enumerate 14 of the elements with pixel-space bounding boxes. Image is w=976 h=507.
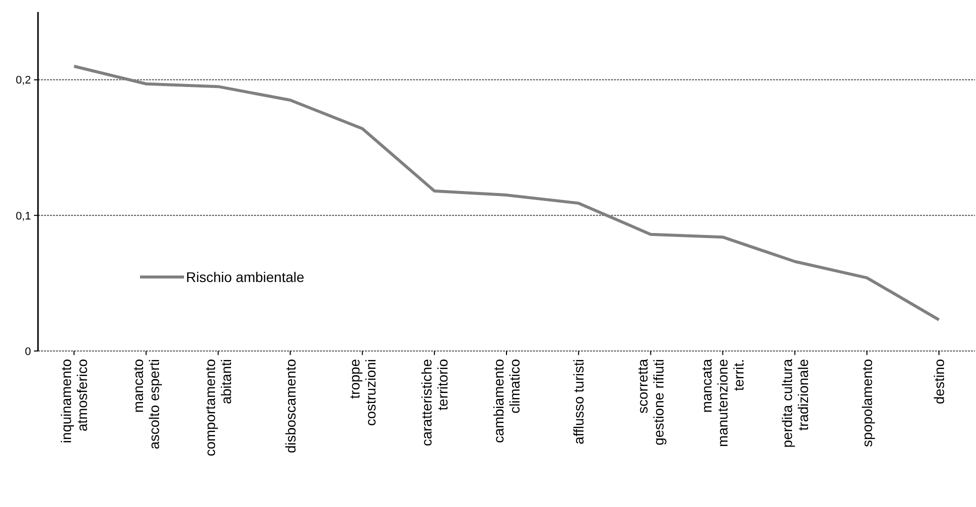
y-tick-label: 0,1: [16, 210, 31, 222]
line-series: [72, 64, 940, 322]
x-tick-label: disboscamento: [282, 358, 298, 454]
x-tick-label: comportamento abitanti: [202, 358, 234, 456]
y-tick-label: 0: [24, 346, 31, 358]
x-tick-label: cambiamento climatico: [490, 358, 522, 444]
x-tick-label: destino: [930, 358, 947, 404]
legend-label: Rischio ambientale: [186, 268, 304, 285]
y-tick-label: 0,2: [16, 74, 31, 87]
x-tick-label: afflusso turisti: [570, 359, 587, 444]
x-tick-label: spopolamento: [858, 358, 875, 447]
x-tick-label: mancata manutenzione territ.: [698, 358, 747, 447]
x-tick-label: inquinamento atmosferico: [58, 358, 90, 444]
x-tick-label: caratteristiche territorio: [418, 358, 450, 446]
